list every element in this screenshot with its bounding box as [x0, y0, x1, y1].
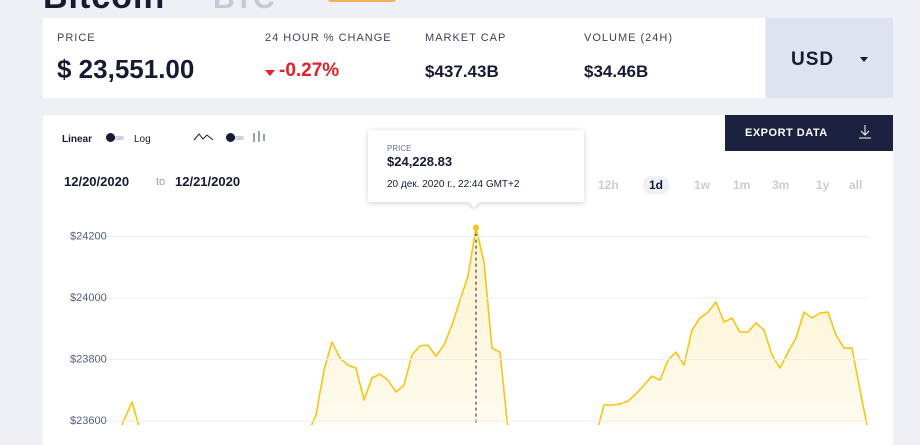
tooltip-date: 20 дек. 2020 г., 22:44 GMT+2 — [387, 179, 520, 190]
export-label: EXPORT DATA — [745, 127, 828, 139]
toggle-track[interactable] — [228, 136, 244, 140]
stat-label: VOLUME (24H) — [584, 32, 674, 44]
stat-value: $437.43B — [425, 62, 499, 81]
change: -0.27% — [265, 60, 395, 82]
range-tab[interactable]: 12h — [598, 178, 619, 192]
stat-label: PRICE — [57, 32, 96, 44]
y-tick-label: $23600 — [70, 415, 107, 425]
stats-card: PRICE $ 23,551.00 24 HOUR % CHANGE -0.27… — [43, 18, 765, 98]
area — [122, 227, 868, 425]
date-sep: to — [156, 176, 166, 188]
range-tab[interactable]: 1y — [816, 178, 830, 192]
range-tab[interactable]: 1w — [694, 178, 711, 192]
page: {"header": {"title": "Bitcoin", "symbol"… — [43, 0, 893, 445]
range-tab[interactable]: 3m — [772, 178, 790, 192]
stat-value: $ 23,551.00 — [57, 54, 195, 84]
currency-select[interactable]: USD — [766, 18, 893, 98]
coin-title: Bitcoin — [43, 0, 165, 17]
chart: $23600 $23800 $24000 $24200 — [70, 224, 868, 425]
y-tick-label: $23800 — [70, 353, 107, 365]
currency: USD — [791, 49, 835, 70]
coin-symbol: BTC — [213, 0, 275, 16]
toggle-knob — [226, 133, 235, 142]
date-from[interactable]: 12/20/2020 — [64, 174, 130, 189]
stat-label: MARKET CAP — [425, 32, 507, 44]
toggle-track[interactable] — [108, 136, 124, 140]
plot — [121, 226, 868, 425]
toggle-knob — [106, 133, 115, 142]
scale-option[interactable]: Linear — [62, 134, 93, 145]
tooltip-label: PRICE — [387, 144, 412, 153]
caret — [860, 57, 868, 62]
tooltip: PRICE $24,228.83 20 дек. 2020 г., 22:44 … — [368, 130, 584, 208]
range-tab[interactable]: 1d — [643, 176, 670, 194]
stat-value: $34.46B — [584, 62, 649, 81]
badge — [328, 0, 396, 2]
hover-point — [473, 224, 479, 231]
scale-option[interactable]: Log — [134, 134, 151, 145]
price-line — [121, 226, 868, 425]
stat-label: 24 HOUR % CHANGE — [265, 32, 392, 44]
y-tick-label: $24200 — [70, 230, 107, 242]
down-arrow — [265, 70, 275, 76]
line-icon[interactable] — [193, 131, 215, 143]
date-to[interactable]: 12/21/2020 — [175, 174, 241, 189]
candle-icon[interactable] — [252, 130, 266, 144]
range-tab[interactable]: all — [849, 178, 863, 192]
range-tab[interactable]: 1m — [733, 178, 751, 192]
tooltip-value: $24,228.83 — [387, 154, 453, 169]
stat-value: -0.27% — [279, 60, 340, 81]
download-icon — [859, 125, 871, 139]
y-tick-label: $24000 — [70, 292, 107, 304]
export-button[interactable]: EXPORT DATA — [725, 115, 893, 151]
